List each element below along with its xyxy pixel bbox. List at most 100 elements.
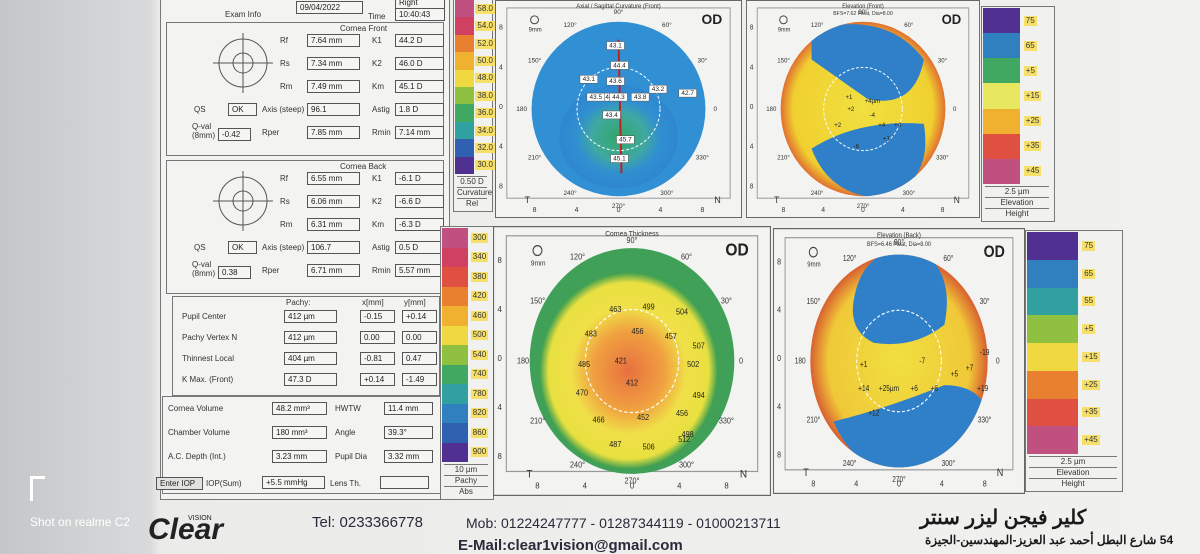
- x-axis-label: 8: [983, 479, 987, 489]
- map-value-box: [579, 75, 598, 84]
- map-value: 466: [593, 415, 605, 424]
- map-angle: 210°: [777, 154, 790, 161]
- field-label: Rf: [280, 174, 288, 183]
- scale-value: 900: [470, 447, 489, 458]
- map-angle: 180: [517, 356, 529, 365]
- y-axis-label: 4: [750, 64, 754, 71]
- x-axis-label: 8: [941, 207, 945, 214]
- scale-cell: [1027, 398, 1078, 427]
- map-value: +7: [966, 363, 973, 373]
- map-value: 43.1: [609, 43, 622, 50]
- map-angle: 120°: [570, 252, 585, 261]
- map-value: +4: [894, 122, 901, 129]
- field-label: K1: [372, 174, 382, 183]
- y-axis-label: 8: [750, 183, 754, 190]
- map-zone: [811, 123, 926, 197]
- map-value: 485: [578, 360, 590, 369]
- y-axis-label: 8: [498, 255, 503, 264]
- map-title: Elevation (Back): [877, 232, 921, 240]
- scale-value: 780: [470, 388, 489, 399]
- pachy-label: K Max. (Front): [182, 375, 234, 384]
- reticle: [213, 171, 273, 231]
- scale-value: 75: [1082, 240, 1096, 251]
- scale-cell: [1027, 315, 1078, 343]
- map-angle: 150°: [528, 56, 542, 64]
- qval-value: 0.38: [218, 266, 251, 279]
- scale-name: Pachy: [444, 475, 488, 486]
- volume-value: 48.2 mm³: [272, 402, 327, 415]
- map-angle: 300°: [903, 190, 916, 197]
- scale-value: 30.0: [475, 160, 495, 171]
- y-axis-label: 8: [499, 183, 503, 190]
- map-value: 42.7: [681, 90, 694, 97]
- scale-value: 460: [470, 310, 489, 321]
- scale-cell: [983, 133, 1021, 159]
- map-angle: 120°: [811, 22, 824, 29]
- y-axis-label: 8: [750, 25, 754, 32]
- map-value: 43.2: [652, 86, 665, 93]
- scale-value: 500: [470, 330, 489, 341]
- magnifier: [808, 246, 818, 258]
- qval-value: -0.42: [218, 128, 251, 141]
- volume-label: Angle: [335, 428, 356, 437]
- field-value: 7.85 mm: [307, 126, 360, 139]
- pachy-label: Thinnest Local: [182, 354, 235, 363]
- x-axis-label: 4: [821, 207, 825, 214]
- date-value: 09/04/2022: [296, 1, 363, 14]
- field-label: K1: [372, 36, 382, 45]
- scale-value: +25: [1082, 379, 1100, 390]
- field-label: Rper: [262, 266, 280, 275]
- x-axis-label: 8: [811, 479, 815, 489]
- reticle: [213, 33, 273, 93]
- map-value: 499: [643, 302, 655, 311]
- section-title: Cornea Front: [340, 24, 388, 33]
- map-angle: 300°: [660, 189, 674, 197]
- scale-value: 340: [470, 252, 489, 263]
- map-value: +2: [834, 122, 841, 129]
- map-angle: 270°: [625, 476, 640, 485]
- scale-step: 2.5 µm: [985, 186, 1049, 197]
- field-label: K2: [372, 197, 382, 206]
- field-label: Km: [372, 220, 384, 229]
- enter-iop-button[interactable]: Enter IOP: [156, 477, 203, 490]
- map-angle: 330°: [696, 154, 710, 162]
- field-label: Rmin: [372, 266, 391, 275]
- field-label: Rs: [280, 197, 290, 206]
- map-angle: 210°: [528, 154, 542, 162]
- map-angle: 210°: [807, 415, 821, 425]
- field-label: Astig: [372, 105, 390, 114]
- y-axis-label: 0: [750, 104, 754, 111]
- field-value: 7.49 mm: [307, 80, 360, 93]
- pachy-x: +0.14: [360, 373, 395, 386]
- field-label: Rm: [280, 220, 293, 229]
- eye-value: Right: [395, 0, 445, 9]
- x-axis-label: 8: [782, 207, 786, 214]
- map-plot: [506, 7, 731, 199]
- y-axis-label: 8: [498, 452, 503, 461]
- field-label: Axis (steep): [262, 105, 305, 114]
- y-axis-label: 8: [777, 257, 781, 267]
- pachy-y: +0.14: [402, 310, 437, 323]
- map-eye: OD: [942, 11, 962, 26]
- pachy-y: 0.00: [402, 331, 437, 344]
- map-angle: 150°: [530, 296, 545, 305]
- scale-cell: [442, 325, 469, 345]
- qval-label: Q-val (8mm): [192, 122, 216, 140]
- map-eye: OD: [725, 241, 748, 260]
- map-angle: 120°: [563, 21, 577, 29]
- map-angle: 60°: [943, 253, 953, 263]
- scale-step: 10 µm: [444, 464, 488, 475]
- map-eye: OD: [702, 11, 723, 27]
- scale-cell: [455, 34, 474, 53]
- scale-cell: [455, 87, 474, 105]
- map-value: 45.1: [613, 156, 626, 163]
- map-eye: OD: [984, 243, 1005, 261]
- map-value: 483: [585, 329, 597, 338]
- map-panel: Elevation (Back)BFS=6.46 Float, Dia=8.00…: [773, 228, 1025, 494]
- map-angle: 270°: [892, 474, 906, 484]
- map-angle: 180: [516, 106, 527, 113]
- field-label: Rm: [280, 82, 293, 91]
- scale-value: +15: [1082, 351, 1100, 362]
- logo-text: Clear: [148, 513, 224, 546]
- field-label: Astig: [372, 243, 390, 252]
